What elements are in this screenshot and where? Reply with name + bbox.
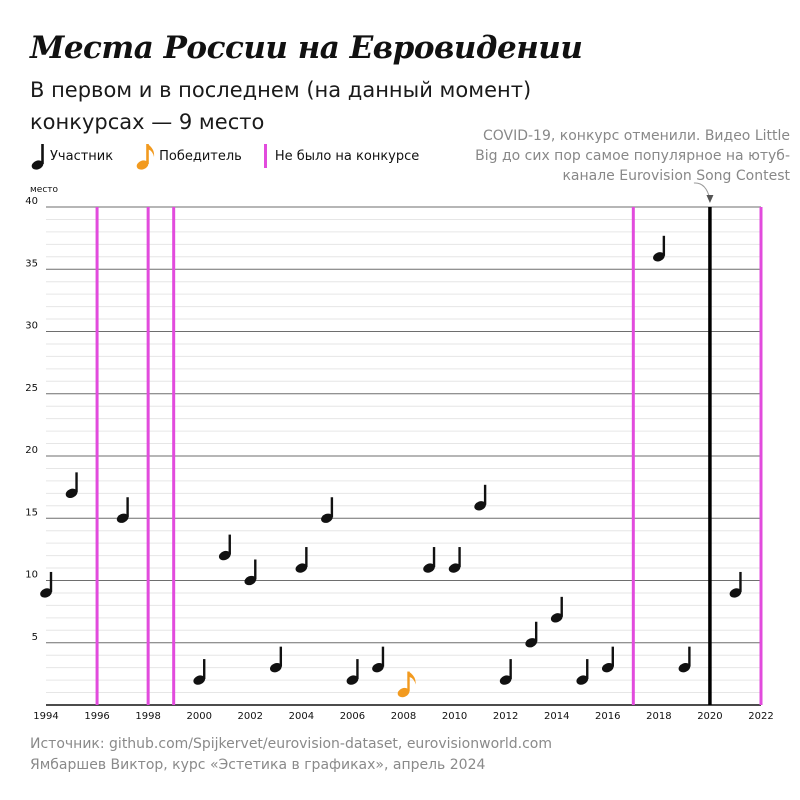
note-head [678,662,691,673]
quarter-note-icon [31,144,44,170]
x-tick-label: 2016 [595,711,620,722]
note-head [653,252,665,262]
legend-label-winner: Победитель [159,148,242,164]
y-tick-label: 10 [25,570,38,581]
note-flag [408,671,416,685]
note-head [346,675,359,685]
note-head [397,687,410,698]
participant-note-mark [653,235,666,262]
page-subtitle: В первом и в последнем (на данный момент… [30,78,532,134]
x-tick-label: 2012 [493,711,518,722]
participant-note-mark [65,472,78,499]
participant-note-mark [193,659,206,685]
absent-marker-icon [263,144,267,168]
y-tick-label: 20 [25,445,38,456]
note-head [295,563,308,573]
y-tick-label: 30 [25,321,38,332]
eighth-note-icon [136,144,155,170]
note-head [448,563,461,573]
x-tick-label: 2022 [748,711,773,722]
participant-note-mark [576,659,589,685]
participant-note-mark [321,497,334,523]
participant-note-mark [270,646,283,673]
note-head [244,575,257,586]
note-head [372,662,384,673]
note-head [576,675,589,685]
x-tick-label: 1996 [84,711,109,722]
participant-note-mark [218,534,231,561]
x-tick-label: 2002 [238,711,263,722]
note-head [193,675,206,685]
legend-label-absent: Не было на конкурсе [274,148,420,164]
x-tick-label: 2020 [697,711,722,722]
participant-note-mark [295,547,308,573]
x-tick-label: 1998 [135,711,160,722]
x-tick-label: 2004 [289,711,314,722]
x-tick-label: 1994 [33,711,58,722]
y-tick-label: 25 [25,383,38,394]
note-head [729,588,742,598]
participant-note-mark [116,497,129,523]
x-tick-label: 2008 [391,711,416,722]
participant-note-mark [729,571,742,598]
note-head [65,488,78,499]
participant-note-mark [499,659,512,685]
participant-note-mark [678,646,691,673]
legend: Участник Победитель Не было на конкурсе [30,140,441,172]
note-head [40,588,52,598]
x-tick-label: 2006 [340,711,365,722]
note-head [525,638,537,648]
note-head [116,513,129,523]
note-head [474,501,486,511]
participant-note-mark [601,646,614,673]
x-tick-label: 2000 [186,711,211,722]
participant-note-mark [550,596,563,623]
note-head [423,563,435,573]
winner-note-mark [397,671,416,698]
source-block: Источник: github.com/Spijkervet/eurovisi… [30,734,552,776]
legend-item-absent: Не было на конкурсе [263,144,420,168]
y-tick-label: 15 [25,507,38,518]
participant-note-mark [474,484,487,511]
note-head [270,662,282,673]
note-head [550,613,563,623]
author-line: Ямбаршев Виктор, курс «Эстетика в график… [30,757,486,773]
participant-note-mark [372,646,385,673]
y-tick-label: 35 [25,258,38,269]
y-tick-label: 40 [25,196,38,207]
participant-note-mark [40,571,53,598]
note-head [601,662,614,673]
x-tick-label: 2018 [646,711,671,722]
x-tick-label: 2010 [442,711,467,722]
participant-note-mark [244,559,257,586]
legend-label-participant: Участник [50,148,114,164]
participant-note-mark [525,621,538,648]
page-title: Места России на Евровидении [30,30,583,66]
note-head [218,550,231,561]
participant-note-mark [346,659,359,685]
participant-note-mark [448,547,461,573]
note-head [499,675,512,685]
legend-item-participant: Участник [30,140,113,172]
participant-note-mark [423,547,436,573]
annotation-arrowhead [706,195,714,203]
note-head [321,513,333,523]
y-axis-label: место [30,185,59,195]
covid-annotation: COVID-19, конкурс отменили. Видео Little… [475,128,790,184]
x-tick-label: 2014 [544,711,569,722]
legend-item-winner: Победитель [135,140,242,172]
source-line: Источник: github.com/Spijkervet/eurovisi… [30,736,553,752]
y-tick-label: 5 [32,632,38,643]
